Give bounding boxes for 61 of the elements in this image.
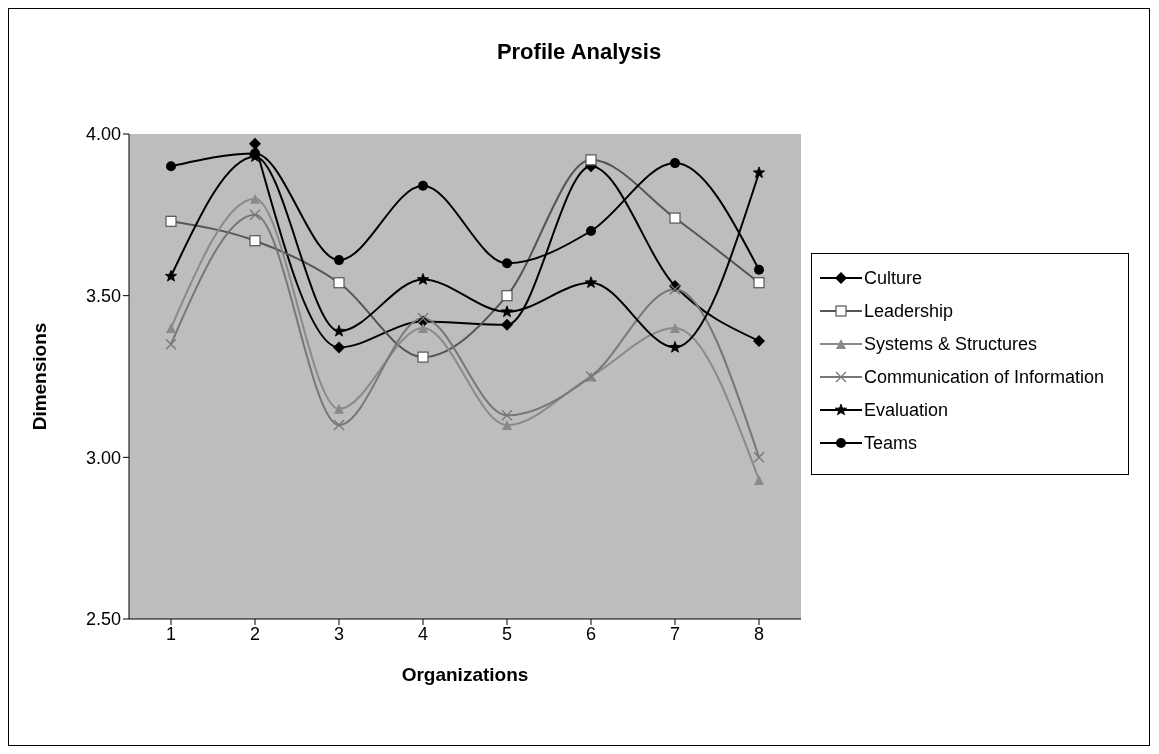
point [670,158,680,169]
point [500,305,514,318]
x-tick-label: 3 [333,623,345,644]
point [586,226,596,236]
x-tick-label: 5 [501,623,513,644]
x-tick-label: 6 [585,623,597,644]
point [250,193,260,204]
legend-label: Evaluation [864,400,949,421]
point [418,180,428,191]
x-tick-label: 2 [249,623,261,644]
point [333,341,345,354]
point [332,324,346,337]
point [501,409,513,421]
y-tick-label: 3.00 [85,447,121,468]
point [668,341,682,353]
point [669,212,681,224]
chart-title: Profile Analysis [495,39,663,65]
point [502,420,512,430]
point [502,258,512,269]
point [165,215,177,227]
point [753,451,765,463]
y-tick-label: 4.00 [85,124,121,145]
x-tick-label: 4 [417,623,429,644]
x-tick-label: 7 [669,623,681,644]
legend-label: Teams [864,433,918,454]
point [334,255,344,266]
y-tick-label: 2.50 [85,609,121,630]
x-axis-title: Organizations [401,664,529,685]
legend-label: Communication of Information [864,367,1105,388]
point [585,154,597,166]
point [753,277,765,289]
point [249,137,261,150]
point [752,166,766,179]
legend-label: Culture [864,268,923,289]
point [166,323,176,333]
point [165,338,177,350]
point [418,323,428,333]
point [669,283,681,295]
point [333,419,345,431]
x-tick-label: 1 [165,623,177,644]
point [754,264,764,275]
point [670,323,680,333]
point [754,474,764,485]
point [333,277,345,289]
point [249,209,261,221]
legend-label: Systems & Structures [864,334,1038,355]
point [584,276,598,288]
y-axis-title: Dimensions [28,322,50,431]
point [164,269,178,282]
point [417,312,429,324]
point [753,334,765,347]
point [334,403,344,414]
point [166,161,176,172]
y-tick-label: 3.50 [85,286,121,307]
point [249,235,261,247]
point [501,290,513,302]
point [501,318,513,331]
x-tick-label: 8 [753,623,765,644]
legend-label: Leadership [864,301,954,322]
point [416,273,430,285]
point [417,351,429,363]
